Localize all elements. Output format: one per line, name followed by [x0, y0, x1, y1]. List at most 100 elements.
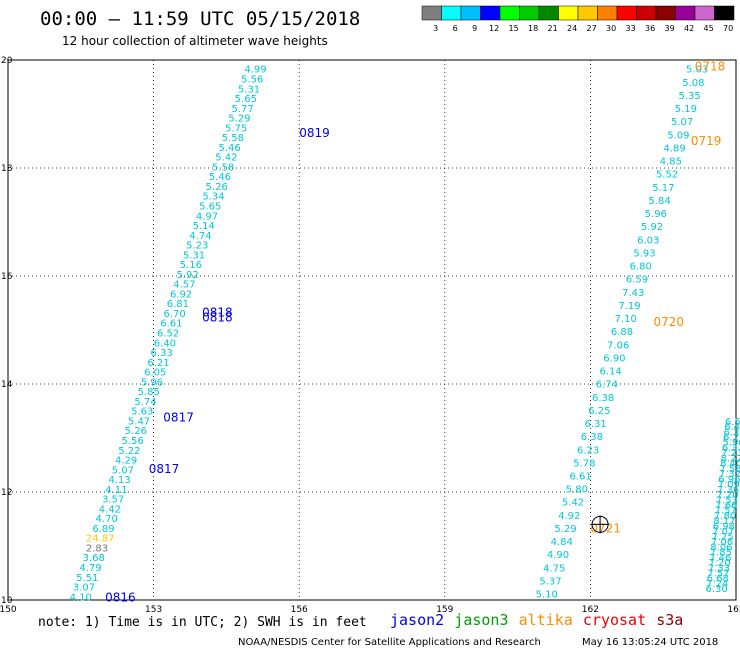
wave-height-value: 6.61	[569, 472, 591, 483]
wave-height-value: 6.98	[713, 521, 735, 532]
wave-height-value: 6.92	[170, 289, 192, 300]
wave-height-value: 5.26	[125, 426, 147, 437]
wave-height-value: 4.97	[196, 211, 218, 222]
wave-height-value: 5.10	[536, 590, 558, 601]
wave-height-value: 7.09	[718, 480, 740, 491]
color-legend-label: 12	[489, 24, 499, 33]
color-swatch	[714, 5, 735, 21]
wave-height-value: 5.46	[219, 143, 241, 154]
wave-height-value: 5.35	[679, 91, 701, 102]
wave-height-value: 5.42	[562, 498, 584, 509]
wave-height-value: 5.37	[539, 576, 561, 587]
wave-height-value: 6.25	[588, 406, 610, 417]
x-tick-label: 162	[582, 605, 599, 615]
wave-height-value: 5.08	[682, 78, 704, 89]
satellite-legend: jason2 jason3 altika cryosat s3a	[390, 611, 683, 629]
wave-height-value: 4.74	[189, 231, 211, 242]
wave-height-value: 7.32	[719, 469, 740, 480]
wave-height-value: 4.85	[660, 157, 682, 168]
wave-height-value: 7.46	[709, 553, 731, 564]
wave-height-value: 7.06	[607, 340, 629, 351]
wave-height-value: 5.56	[121, 436, 143, 447]
time-label: 0718	[695, 59, 726, 73]
wave-height-value: 5.78	[573, 458, 595, 469]
wave-height-value: 6.03	[637, 235, 659, 246]
wave-height-value: 7.85	[710, 548, 732, 559]
chart-subtitle: 12 hour collection of altimeter wave hei…	[62, 34, 328, 48]
wave-height-value: 6.81	[167, 299, 189, 310]
color-legend-label: 30	[606, 24, 616, 33]
color-swatch	[421, 5, 442, 21]
satellite-s3a: s3a	[656, 611, 683, 629]
color-legend-label: 33	[626, 24, 636, 33]
satellite-altika: altika	[519, 611, 573, 629]
wave-height-value: 5.84	[648, 196, 670, 207]
wave-height-value: 7.43	[622, 288, 644, 299]
position-marker	[591, 515, 610, 534]
wave-height-value: 6.88	[611, 327, 633, 338]
satellite-cryosat: cryosat	[583, 611, 646, 629]
wave-height-value: 7.10	[615, 314, 637, 325]
axis-ticks: 150 153 156 159 162 165 10 12 14 16 18 20	[0, 56, 740, 615]
wave-height-value: 8.06	[710, 542, 732, 553]
color-swatch	[616, 5, 637, 21]
wave-height-value: 6.32	[724, 427, 740, 438]
color-swatch	[655, 5, 676, 21]
wave-height-value: 8.17	[713, 516, 735, 527]
wave-height-value: 4.57	[173, 280, 195, 291]
wave-height-tracks: 4.103.075.514.793.682.8324.876.894.704.4…	[70, 65, 740, 604]
y-tick-label: 18	[1, 164, 13, 174]
wave-height-value: 6.21	[147, 358, 169, 369]
wave-height-value: 7.07	[712, 527, 734, 538]
wave-height-value: 6.61	[160, 319, 182, 330]
wave-height-value: 6.70	[163, 309, 185, 320]
satellite-jason2: jason2	[390, 611, 444, 629]
time-label: 0819	[299, 126, 330, 140]
wave-height-value: 5.47	[128, 416, 150, 427]
wave-height-value: 6.30	[705, 584, 727, 595]
wave-height-value: 7.33	[708, 563, 730, 574]
wave-height-value: 4.42	[99, 504, 121, 515]
wave-height-value: 5.31	[238, 84, 260, 95]
time-label: 0818	[202, 311, 233, 325]
wave-height-value: 5.17	[652, 183, 674, 194]
color-legend-label: 45	[704, 24, 714, 33]
footer-timestamp: May 16 13:05:24 UTC 2018	[582, 637, 718, 648]
chart-title: 00:00 – 11:59 UTC 05/15/2018	[40, 8, 360, 30]
wave-height-value: 7.20	[708, 558, 730, 569]
wave-height-value: 7.25	[712, 532, 734, 543]
color-legend-label: 27	[587, 24, 597, 33]
wave-height-value: 5.19	[675, 104, 697, 115]
wave-height-value: 6.21	[723, 432, 740, 443]
wave-height-value: 6.52	[157, 329, 179, 340]
wave-height-value: 24.87	[86, 534, 115, 545]
wave-height-value: 5.96	[722, 438, 740, 449]
footer-credit: NOAA/NESDIS Center for Satellite Applica…	[238, 637, 541, 648]
wave-height-value: 5.96	[141, 377, 163, 388]
wave-height-value: 7.36	[717, 485, 739, 496]
color-swatch	[636, 5, 657, 21]
wave-height-value: 6.38	[581, 432, 603, 443]
wave-height-value: 6.68	[707, 574, 729, 585]
wave-height-value: 7.57	[707, 569, 729, 580]
wave-height-value: 5.93	[633, 248, 655, 259]
y-tick-label: 10	[1, 596, 13, 606]
wave-height-value: 6.90	[603, 353, 625, 364]
wave-height-value: 3.68	[83, 553, 105, 564]
color-swatch	[480, 5, 501, 21]
time-label: 0721	[590, 522, 621, 536]
wave-height-value: 6.80	[630, 262, 652, 273]
wave-height-value: 5.96	[645, 209, 667, 220]
wave-height-value: 4.13	[108, 475, 130, 486]
wave-height-value: 5.92	[176, 270, 198, 281]
x-tick-label: 165	[727, 605, 740, 615]
wave-height-value: 5.14	[193, 221, 215, 232]
wave-height-value: 6.05	[144, 368, 166, 379]
color-legend-label: 21	[548, 24, 558, 33]
wave-height-value: 8.22	[721, 453, 740, 464]
wave-height-value: 6.31	[584, 419, 606, 430]
satellite-jason3: jason3	[454, 611, 508, 629]
wave-height-value: 4.99	[244, 65, 266, 76]
color-legend-label: 6	[453, 24, 458, 33]
